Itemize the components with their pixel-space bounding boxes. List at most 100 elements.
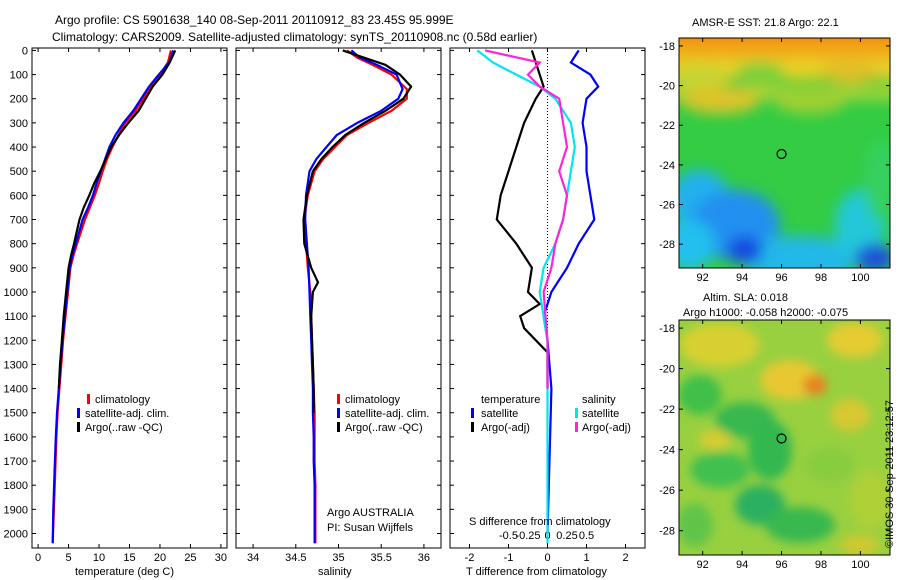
series-line-climatology: [51, 50, 172, 544]
x-tick-label: 10: [93, 552, 105, 564]
sst-map-frame: [678, 37, 891, 269]
map-x-tick-label: 96: [775, 559, 787, 571]
legend-climatology-swatch: [337, 394, 340, 404]
sla-map-title: Argo h1000: -0.058 h2000: -0.075: [683, 307, 848, 319]
legend-s-argo-label: Argo(-adj): [582, 422, 631, 434]
map-x-tick-label: 100: [851, 559, 869, 571]
map-y-tick-label: -28: [659, 526, 675, 538]
depth-tick-label: 800: [10, 239, 28, 251]
series-line-argo: [57, 49, 177, 389]
depth-tick-label: 0: [22, 45, 28, 57]
depth-tick-label: 1200: [4, 335, 28, 347]
x-tick-label: 30: [215, 552, 227, 564]
argo-position-marker: [776, 433, 787, 444]
t-difference-axis-label: T difference from climatology: [466, 566, 607, 578]
float-owner-label: Argo AUSTRALIA: [327, 507, 414, 519]
depth-tick-label: 2000: [4, 529, 28, 541]
depth-tick-label: 1300: [4, 359, 28, 371]
legend-satellite-label: satellite-adj. clim.: [345, 408, 429, 420]
x-tick-label: 1: [583, 552, 589, 564]
header-line1: Argo profile: CS 5901638_140 08-Sep-2011…: [55, 13, 454, 27]
map-y-tick-label: -22: [659, 404, 675, 416]
map-x-tick-label: 98: [815, 559, 827, 571]
x-tick-label: 0: [35, 552, 41, 564]
map-x-tick-label: 94: [736, 272, 748, 284]
temperature-legend: climatology satellite-adj. clim. Argo(..…: [77, 394, 169, 434]
map-x-tick-label: 98: [815, 272, 827, 284]
x-tick-label: 0: [544, 552, 550, 564]
depth-tick-label: 1900: [4, 504, 28, 516]
map-x-tick-label: 100: [851, 272, 869, 284]
legend-t-argo-swatch: [471, 422, 474, 432]
map-y-tick-label: -20: [659, 81, 675, 93]
legend-climatology-label: climatology: [345, 394, 401, 406]
map-y-tick-label: -26: [659, 485, 675, 497]
x-tick-label: 2: [622, 552, 628, 564]
difference-legend: temperature salinity satellite Argo(-adj…: [469, 394, 631, 528]
depth-tick-label: 500: [10, 166, 28, 178]
top-tick-label: -0.25: [515, 530, 540, 542]
legend-t-argo-label: Argo(-adj): [481, 422, 530, 434]
map-y-tick-label: -24: [659, 160, 675, 172]
x-tick-label: 35: [332, 552, 344, 564]
legend-climatology-label: climatology: [95, 394, 151, 406]
legend-argo-label: Argo(..raw -QC): [85, 422, 163, 434]
map-x-tick-label: 92: [697, 272, 709, 284]
temperature-axis-label: temperature (deg C): [75, 566, 174, 578]
depth-tick-label: 200: [10, 94, 28, 106]
x-tick-label: 35.5: [370, 552, 391, 564]
sla-map-field: [679, 320, 890, 555]
difference-plot: -2 -1 0 1 2-0.5-0.25 0 0.25 0.5: [450, 48, 645, 564]
depth-tick-label: 1800: [4, 480, 28, 492]
legend-s-satellite-swatch: [575, 408, 578, 418]
s-difference-axis-label: S difference from climatology: [469, 516, 611, 528]
x-tick-label: 5: [66, 552, 72, 564]
series-line-satellite: [51, 50, 175, 544]
float-pi-label: PI: Susan Wijffels: [327, 522, 413, 534]
top-tick-label: 0.5: [579, 530, 594, 542]
x-tick-label: 36: [418, 552, 430, 564]
x-tick-label: 20: [154, 552, 166, 564]
legend-satellite-swatch: [77, 408, 80, 418]
depth-axis: 0 100 200 300 400 500 600 700 800 900 1000 1100 1200…: [4, 45, 28, 540]
salinity-legend: climatology satellite-adj. clim. Argo(..…: [327, 394, 429, 534]
legend-argo-swatch: [77, 422, 80, 432]
depth-tick-label: 700: [10, 214, 28, 226]
map-y-tick-label: -26: [659, 200, 675, 212]
sst-map-title: AMSR-E SST: 21.8 Argo: 22.1: [692, 17, 839, 29]
x-tick-label: -1: [504, 552, 514, 564]
map-y-tick-label: -24: [659, 445, 675, 457]
legend-satellite-label: satellite-adj. clim.: [85, 408, 169, 420]
map-y-tick-label: -28: [659, 239, 675, 251]
sla-map-subtitle: Altim. SLA: 0.018: [703, 292, 788, 304]
top-tick-label: 0.25: [556, 530, 577, 542]
argo-position-marker: [776, 148, 787, 160]
series-line-t-argo: [495, 50, 549, 389]
legend-s-satellite-label: satellite: [582, 408, 619, 420]
depth-tick-label: 1500: [4, 408, 28, 420]
x-tick-label: 34: [247, 552, 259, 564]
sla-map-frame: [678, 319, 891, 556]
series-line-s-argo: [484, 49, 569, 389]
map-x-tick-label: 92: [697, 559, 709, 571]
x-tick-label: 15: [123, 552, 135, 564]
map-x-tick-label: 96: [775, 272, 787, 284]
map-y-tick-label: -22: [659, 120, 675, 132]
series-line-argo: [302, 49, 413, 413]
top-tick-label: -0.5: [499, 530, 518, 542]
x-tick-label: 34.5: [285, 552, 306, 564]
depth-tick-label: 100: [10, 70, 28, 82]
legend-t-satellite-swatch: [471, 408, 474, 418]
series-line-s-satellite: [476, 49, 576, 544]
map-x-tick-label: 94: [736, 559, 748, 571]
depth-tick-label: 1600: [4, 432, 28, 444]
legend-argo-swatch: [337, 422, 340, 432]
depth-tick-label: 1000: [4, 287, 28, 299]
series-line-satellite: [304, 49, 404, 544]
sst-map-field: [679, 38, 890, 268]
depth-tick-label: 900: [10, 263, 28, 275]
sla-map-axes: 92 94 96 98 100 -18 -20 -22 -24 -26 -28: [659, 320, 890, 571]
salinity-axis-label: salinity: [318, 566, 352, 578]
panel-salinity-frame: [235, 47, 442, 549]
